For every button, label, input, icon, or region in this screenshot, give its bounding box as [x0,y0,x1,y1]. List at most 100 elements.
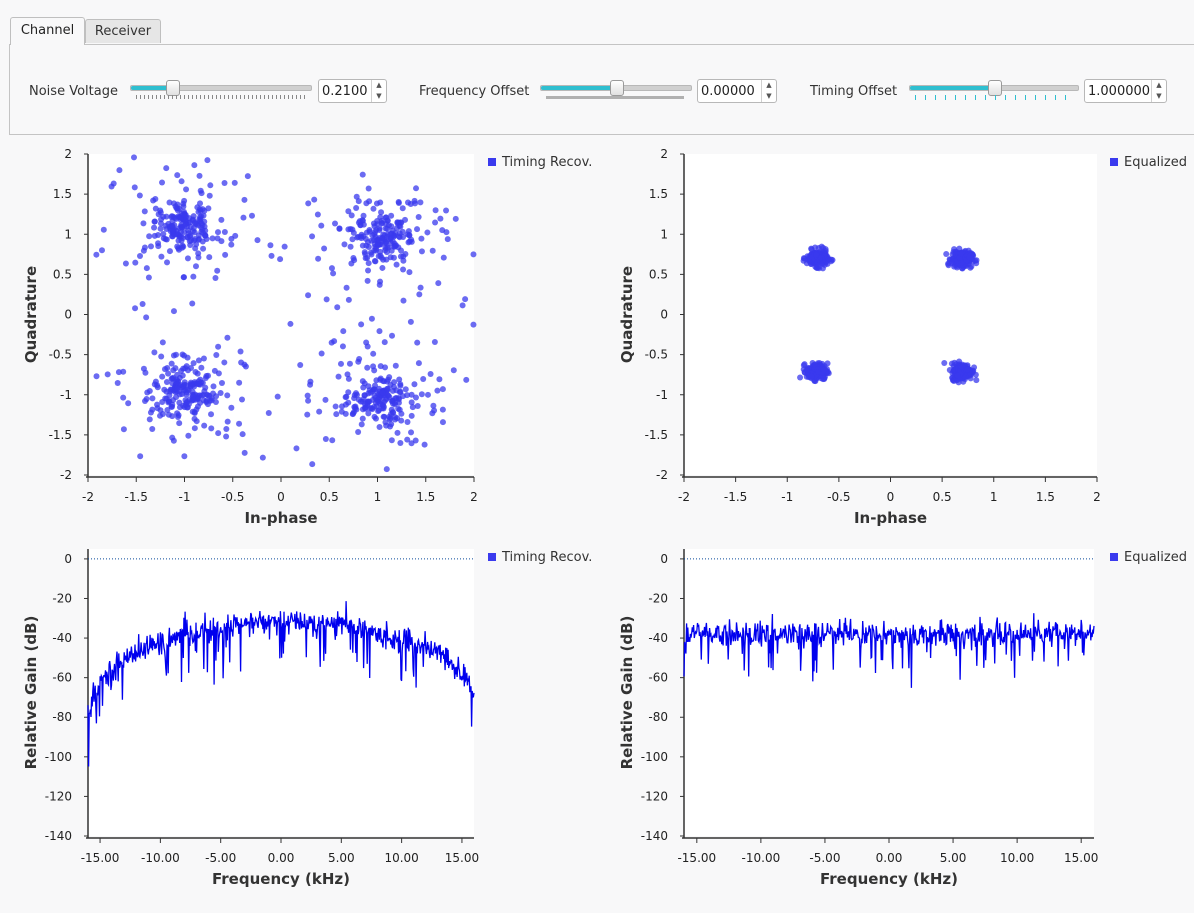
scatter-point [360,212,367,219]
channel-panel: Noise Voltage ▲▼ Frequency Offset ▲▼ Tim… [9,44,1194,135]
scatter-point [404,436,411,443]
legend-label[interactable]: Timing Recov. [501,550,592,565]
tab-channel[interactable]: Channel [10,17,85,45]
scatter-point [178,228,185,235]
legend-label[interactable]: Equalized [1124,550,1187,565]
scatter-point [163,165,170,172]
scatter-point [432,219,439,226]
scatter-point [93,373,100,380]
y-tick-label: -80 [648,710,668,724]
scatter-point [815,244,822,251]
scatter-point [163,213,170,220]
x-tick-label: 1.5 [416,490,435,504]
scatter-point [365,410,372,417]
scatter-point [204,157,211,164]
frequency-offset-slider[interactable] [540,80,692,96]
scatter-point [305,292,312,299]
scatter-point [151,224,158,231]
scatter-point [281,243,288,250]
scatter-point [240,214,247,221]
scatter-point [952,251,959,258]
scatter-point [958,250,965,257]
scatter-point [390,254,397,261]
plot-canvas[interactable] [684,154,1097,475]
scatter-point [185,367,192,374]
spin-up-icon[interactable]: ▲ [766,81,772,89]
scatter-point [808,245,815,252]
scatter-point [221,359,228,366]
scatter-point [951,359,958,366]
scatter-point [421,441,428,448]
spin-up-icon[interactable]: ▲ [1156,81,1162,89]
legend-label[interactable]: Equalized [1124,155,1187,170]
x-tick-label: 1.5 [1036,490,1055,504]
legend-label[interactable]: Timing Recov. [501,155,592,170]
x-tick-label: -5.00 [809,851,840,865]
scatter-point [149,395,156,402]
scatter-point [159,339,166,346]
frequency-offset-label: Frequency Offset [419,84,530,99]
scatter-point [359,415,366,422]
scatter-point [93,251,100,258]
scatter-point [139,300,146,307]
scatter-point [132,259,139,266]
timing-offset-input[interactable] [1088,82,1150,100]
scatter-point [418,248,425,255]
plot-canvas[interactable] [684,549,1094,836]
scatter-point [825,256,832,263]
x-tick-label: 10.00 [384,851,418,865]
frequency-offset-slider-handle[interactable] [610,80,624,96]
frequency-offset-spinbox[interactable]: ▲▼ [697,79,777,103]
scatter-point [348,260,355,267]
scatter-point [201,388,208,395]
scatter-point [416,291,423,298]
scatter-point [223,433,230,440]
y-tick-label: -2 [60,468,72,482]
scatter-point [218,216,225,223]
scatter-point [213,351,220,358]
x-tick-label: 0.00 [268,851,295,865]
scatter-point [443,207,450,214]
scatter-point [350,255,357,262]
scatter-point [383,239,390,246]
scatter-point [345,399,352,406]
y-tick-label: -100 [45,750,72,764]
scatter-point [181,212,188,219]
scatter-point [228,235,235,242]
scatter-point [362,255,369,262]
scatter-point [168,375,175,382]
spin-down-icon[interactable]: ▼ [766,92,772,100]
scatter-point [388,421,395,428]
scatter-point [369,232,376,239]
spin-down-icon[interactable]: ▼ [376,92,382,100]
y-tick-label: 2 [660,147,668,161]
scatter-point [189,393,196,400]
plot-canvas[interactable] [88,549,474,836]
spin-down-icon[interactable]: ▼ [1156,92,1162,100]
scatter-point [328,265,335,272]
scatter-point [224,392,231,399]
noise-voltage-spinbox[interactable]: ▲▼ [318,79,387,103]
scatter-point [375,385,382,392]
scatter-point [370,386,377,393]
scatter-point [351,395,358,402]
scatter-point [241,449,248,456]
y-axis-label: Quadrature [618,266,636,363]
scatter-point [208,395,215,402]
frequency-offset-input[interactable] [701,82,761,100]
timing-offset-spinbox[interactable]: ▲▼ [1084,79,1167,103]
tab-receiver[interactable]: Receiver [85,19,161,43]
scatter-point [168,360,175,367]
noise-voltage-input[interactable] [322,82,372,100]
scatter-point [335,373,342,380]
scatter-point [202,375,209,382]
scatter-point [349,236,356,243]
scatter-point [376,281,383,288]
scatter-point [364,364,371,371]
scatter-point [365,267,372,274]
scatter-point [318,350,325,357]
spin-up-icon[interactable]: ▲ [376,81,382,89]
scatter-point [418,235,425,242]
scatter-point [376,328,383,335]
scatter-point [408,391,415,398]
